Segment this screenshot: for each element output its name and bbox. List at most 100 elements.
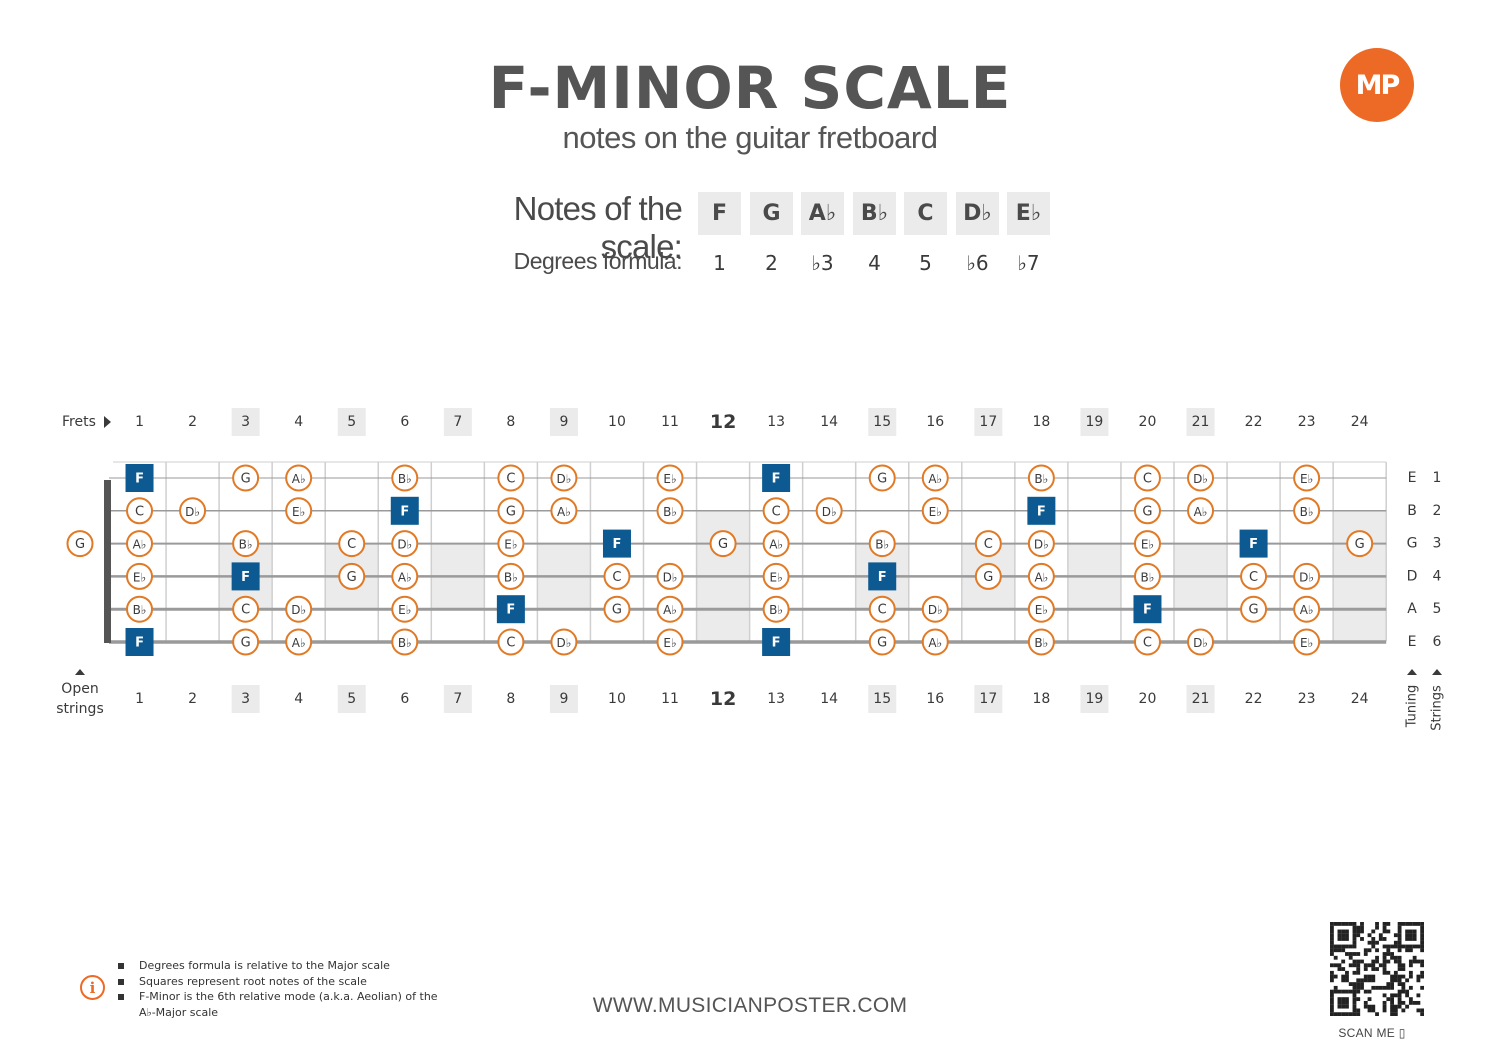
note-label: G xyxy=(75,537,85,552)
note-marker xyxy=(656,595,684,623)
note-label: G xyxy=(718,537,728,552)
note-label: G xyxy=(877,472,887,487)
root-note-marker xyxy=(231,562,260,591)
root-note-marker xyxy=(390,496,419,525)
note-marker xyxy=(338,562,366,590)
scale-degree: 4 xyxy=(868,251,881,275)
info-icon: i xyxy=(80,975,105,1000)
arrow-up-icon xyxy=(1407,669,1417,675)
note-marker xyxy=(868,464,896,492)
string-number: 2 xyxy=(1433,503,1442,519)
string-tuning: G xyxy=(1407,536,1418,552)
note-marker xyxy=(1293,464,1321,492)
root-note-marker xyxy=(762,628,791,656)
scale-degree: ♭6 xyxy=(966,251,989,275)
note-marker xyxy=(1133,464,1161,492)
scale-note: D♭ xyxy=(956,192,999,235)
note-marker xyxy=(603,562,631,590)
note-label: B♭ xyxy=(133,603,147,617)
note-marker xyxy=(1187,464,1215,492)
root-note-marker xyxy=(1027,496,1056,525)
scale-note: F xyxy=(698,192,741,235)
note-marker xyxy=(285,464,313,492)
root-note-marker xyxy=(602,529,631,558)
note-marker xyxy=(974,530,1002,558)
string-number: 3 xyxy=(1433,536,1442,552)
note-marker xyxy=(232,464,260,492)
page-title: F-MINOR SCALE xyxy=(488,54,1012,122)
fret-number: 13 xyxy=(767,414,785,430)
note-marker xyxy=(126,595,154,623)
notes-of-scale-label: Notes of the scale: xyxy=(513,190,683,265)
fret-number: 8 xyxy=(506,691,515,707)
note-marker xyxy=(1293,595,1321,623)
note-label: E♭ xyxy=(1035,603,1048,617)
note-marker xyxy=(391,530,419,558)
fret-number: 22 xyxy=(1245,414,1263,430)
note-marker xyxy=(656,628,684,656)
string-tuning: D xyxy=(1407,568,1418,584)
note-label: E♭ xyxy=(770,570,783,584)
note-marker xyxy=(391,562,419,590)
note-label: E♭ xyxy=(929,505,942,519)
note-marker xyxy=(391,464,419,492)
note-label: C xyxy=(984,537,993,552)
note-marker xyxy=(1027,628,1055,656)
fret-number: 4 xyxy=(294,414,303,430)
note-label: D♭ xyxy=(822,505,837,519)
fret-number-highlight xyxy=(443,685,472,713)
note-label: B♭ xyxy=(663,505,677,519)
fret-number-highlight xyxy=(1186,685,1215,713)
scan-me-label: SCAN ME ▯ xyxy=(1338,1026,1406,1040)
string-tuning: E xyxy=(1408,470,1417,486)
note-label: D♭ xyxy=(1034,538,1049,552)
root-note-marker xyxy=(868,562,897,591)
note-label: C xyxy=(772,504,781,519)
string-tuning: E xyxy=(1408,634,1417,650)
scale-degree: 2 xyxy=(765,251,778,275)
fret-number-highlight xyxy=(549,685,578,713)
fret-number-highlight xyxy=(974,408,1003,436)
note-marker xyxy=(126,530,154,558)
note-label: C xyxy=(878,603,887,618)
website-url[interactable]: WWW.MUSICIANPOSTER.COM xyxy=(592,994,908,1017)
root-note-label: F xyxy=(241,570,250,585)
note-label: B♭ xyxy=(769,603,783,617)
root-note-marker xyxy=(125,628,154,656)
fret-number: 7 xyxy=(453,691,462,707)
open-strings-label: strings xyxy=(56,701,103,717)
note-label: D♭ xyxy=(397,538,412,552)
root-note-label: F xyxy=(506,603,515,618)
fret-number: 20 xyxy=(1139,691,1157,707)
fret-number-highlight xyxy=(1080,408,1109,436)
note-marker xyxy=(1027,562,1055,590)
fret-number: 24 xyxy=(1351,414,1369,430)
note-marker xyxy=(391,595,419,623)
note-marker xyxy=(656,497,684,525)
note-marker xyxy=(391,628,419,656)
tuning-label: Tuning xyxy=(1405,685,1420,729)
note-label: D♭ xyxy=(1299,570,1314,584)
note-marker xyxy=(868,628,896,656)
arrow-up-icon xyxy=(1432,669,1442,675)
root-note-label: F xyxy=(1037,504,1046,519)
note-label: C xyxy=(135,504,144,519)
note-label: B♭ xyxy=(875,538,889,552)
qr-code[interactable] xyxy=(1330,922,1424,1016)
fret-number: 11 xyxy=(661,414,679,430)
note-label: G xyxy=(347,570,357,585)
fret-number: 15 xyxy=(873,691,891,707)
note-marker xyxy=(179,497,207,525)
note-marker xyxy=(709,530,737,558)
info-notes: Degrees formula is relative to the Major… xyxy=(118,958,448,1020)
root-note-label: F xyxy=(772,636,781,651)
fret-number: 23 xyxy=(1298,414,1316,430)
info-item: Squares represent root notes of the scal… xyxy=(118,974,448,990)
page-subtitle: notes on the guitar fretboard xyxy=(562,120,938,155)
arrow-up-icon xyxy=(75,669,85,675)
fret-number: 7 xyxy=(453,414,462,430)
fret-number: 16 xyxy=(926,691,944,707)
note-label: B♭ xyxy=(398,636,412,650)
note-label: E♭ xyxy=(663,472,676,486)
note-label: A♭ xyxy=(292,472,306,486)
